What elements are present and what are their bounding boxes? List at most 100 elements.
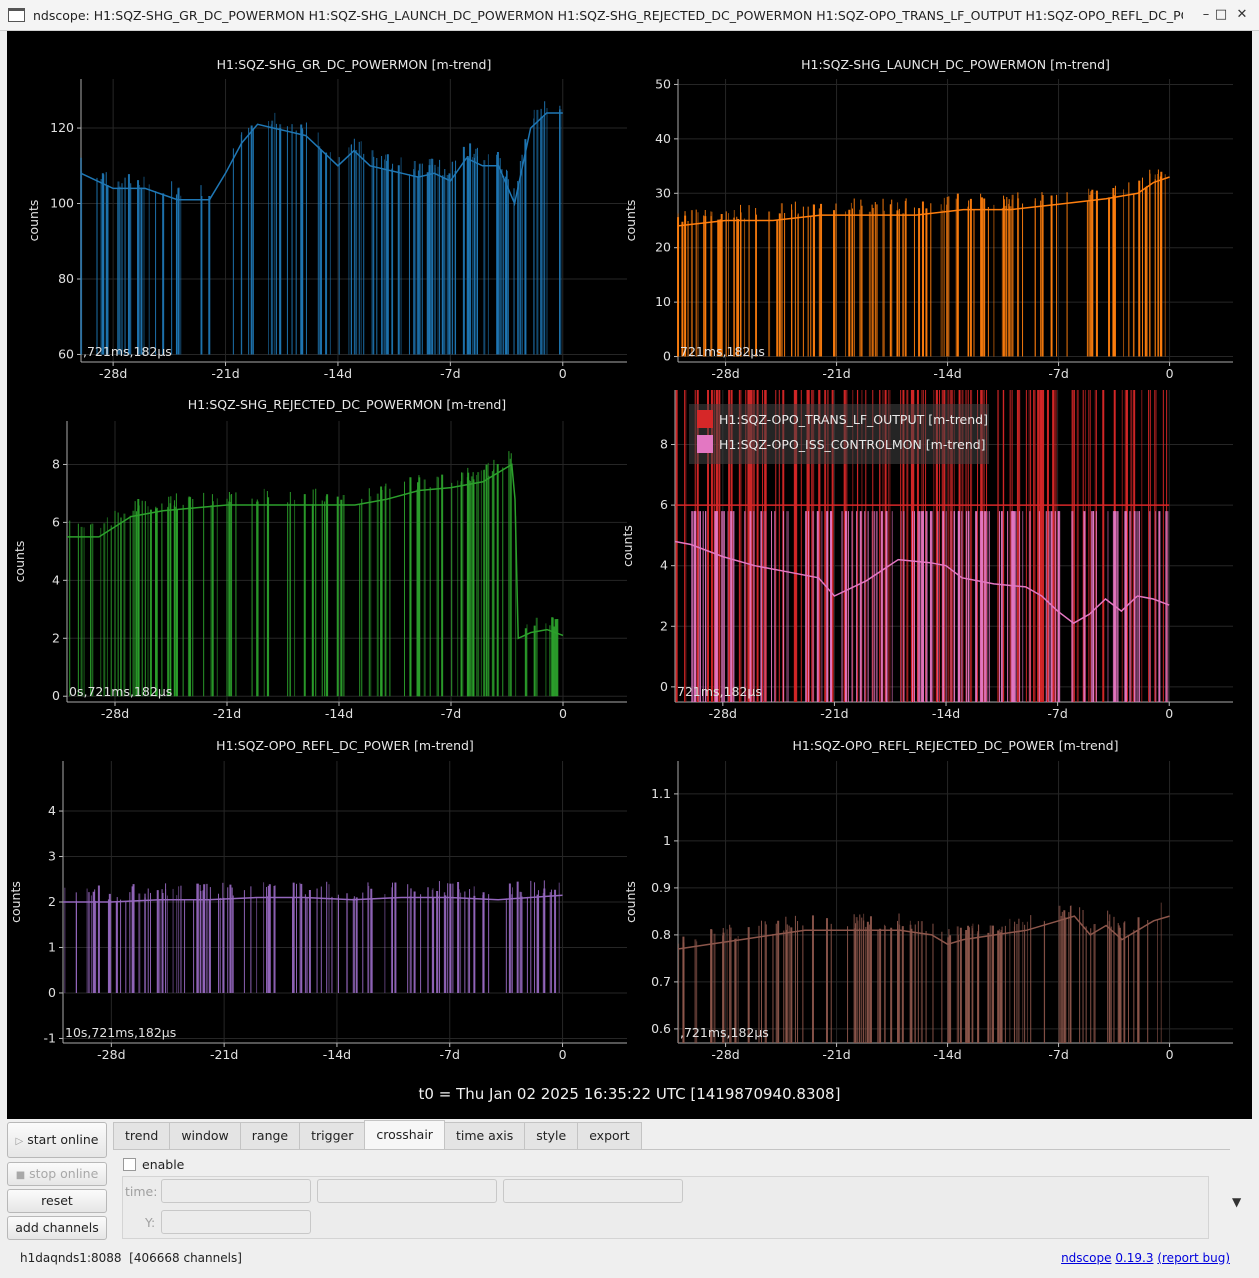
y-tick-label: 8 bbox=[52, 456, 60, 471]
x-tick-label: -7d bbox=[1048, 1047, 1068, 1062]
y-tick-label: 40 bbox=[655, 131, 671, 146]
legend-background bbox=[689, 404, 989, 464]
corner-time-label: ,721ms,182µs bbox=[83, 344, 172, 359]
tab-style[interactable]: style bbox=[524, 1122, 579, 1149]
play-icon: ▷ bbox=[15, 1136, 24, 1147]
y-tick-label: 0.8 bbox=[651, 927, 671, 942]
y-tick-label: -1 bbox=[44, 1030, 56, 1045]
x-tick-label: -28d bbox=[711, 366, 739, 381]
series-0 bbox=[63, 880, 563, 993]
start-online-button[interactable]: ▷ start online bbox=[7, 1122, 107, 1158]
y-tick-label: 2 bbox=[660, 618, 668, 633]
chart-5: H1:SQZ-OPO_REFL_REJECTED_DC_POWER [m-tre… bbox=[623, 738, 1233, 1062]
status-channels: [406668 channels] bbox=[129, 1251, 242, 1265]
time-label: time: bbox=[125, 1184, 158, 1199]
tab-trigger[interactable]: trigger bbox=[299, 1122, 366, 1149]
x-tick-label: -28d bbox=[97, 1047, 125, 1062]
tab-time-axis[interactable]: time axis bbox=[443, 1122, 526, 1149]
trend-line bbox=[67, 463, 564, 640]
series-0 bbox=[677, 169, 1170, 357]
version-link[interactable]: 0.19.3 bbox=[1115, 1251, 1154, 1265]
y-tick-label: 80 bbox=[58, 271, 74, 286]
y-tick-label: 8 bbox=[660, 437, 668, 452]
report-bug-link[interactable]: (report bug) bbox=[1157, 1251, 1230, 1265]
corner-time-label: 721ms,182µs bbox=[680, 344, 765, 359]
y-tick-label: 10 bbox=[655, 294, 671, 309]
y-axis-label: counts bbox=[623, 200, 638, 242]
close-icon[interactable]: ✕ bbox=[1236, 7, 1248, 22]
y-tick-label: 0 bbox=[48, 985, 56, 1000]
app-window-icon bbox=[8, 8, 25, 22]
corner-time-label: ,721ms,182µs bbox=[680, 1025, 769, 1040]
trend-line bbox=[80, 112, 563, 206]
tab-trend[interactable]: trend bbox=[113, 1122, 171, 1149]
x-tick-label: -21d bbox=[822, 366, 850, 381]
x-tick-label: 0 bbox=[1166, 1047, 1174, 1062]
y-tick-label: 4 bbox=[52, 572, 60, 587]
time-offset-field[interactable] bbox=[503, 1179, 683, 1203]
y-tick-label: 4 bbox=[48, 803, 56, 818]
y-axis-label: counts bbox=[620, 525, 635, 567]
enable-checkbox[interactable]: enable bbox=[123, 1157, 184, 1172]
x-tick-label: -14d bbox=[933, 366, 961, 381]
x-tick-label: -14d bbox=[323, 1047, 351, 1062]
ndscope-link[interactable]: ndscope bbox=[1061, 1251, 1112, 1265]
tab-export[interactable]: export bbox=[577, 1122, 642, 1149]
x-tick-label: 0 bbox=[559, 706, 567, 721]
maximize-icon[interactable]: □ bbox=[1214, 7, 1228, 22]
add-channels-button[interactable]: add channels bbox=[7, 1216, 107, 1240]
y-tick-label: 0 bbox=[52, 688, 60, 703]
y-tick-label: 2 bbox=[48, 894, 56, 909]
x-tick-label: -7d bbox=[440, 1047, 460, 1062]
tab-window[interactable]: window bbox=[169, 1122, 241, 1149]
x-tick-label: 0 bbox=[559, 366, 567, 381]
trend-line bbox=[677, 176, 1170, 227]
window-title: ndscope: H1:SQZ-SHG_GR_DC_POWERMON H1:SQ… bbox=[33, 7, 1183, 23]
chart-title: H1:SQZ-SHG_REJECTED_DC_POWERMON [m-trend… bbox=[188, 397, 506, 412]
y-tick-label: 6 bbox=[52, 514, 60, 529]
minimize-icon[interactable]: – bbox=[1202, 7, 1210, 22]
checkbox-box[interactable] bbox=[123, 1158, 136, 1171]
legend-swatch bbox=[697, 410, 713, 428]
tab-crosshair[interactable]: crosshair bbox=[364, 1120, 445, 1149]
chart-title: H1:SQZ-OPO_REFL_REJECTED_DC_POWER [m-tre… bbox=[793, 738, 1119, 753]
time-field[interactable] bbox=[161, 1179, 311, 1203]
chart-2: H1:SQZ-SHG_REJECTED_DC_POWERMON [m-trend… bbox=[12, 397, 627, 721]
stop-online-button[interactable]: ■ stop online bbox=[7, 1162, 107, 1186]
crosshair-panel: enable time: Y: bbox=[113, 1149, 1230, 1245]
y-axis-label: counts bbox=[8, 881, 23, 923]
x-tick-label: -21d bbox=[211, 366, 239, 381]
chevron-down-icon[interactable]: ▼ bbox=[1232, 1195, 1242, 1209]
x-tick-label: 0 bbox=[559, 1047, 567, 1062]
series-0 bbox=[80, 101, 563, 355]
status-links: ndscope 0.19.3 (report bug) bbox=[1061, 1251, 1230, 1265]
y-tick-label: 30 bbox=[655, 185, 671, 200]
reset-button[interactable]: reset bbox=[7, 1189, 107, 1213]
plots-canvas[interactable]: H1:SQZ-SHG_GR_DC_POWERMON [m-trend]-28d -… bbox=[7, 31, 1252, 1119]
x-tick-label: -21d bbox=[213, 706, 241, 721]
status-server: h1daqnds1:8088 [406668 channels] bbox=[20, 1251, 242, 1265]
series-1 bbox=[674, 511, 1170, 702]
y-tick-label: 0.7 bbox=[651, 974, 671, 989]
y-tick-label: 120 bbox=[50, 120, 74, 135]
y-tick-label: 1 bbox=[663, 833, 671, 848]
y-field[interactable] bbox=[161, 1210, 311, 1234]
y-tick-label: 100 bbox=[50, 196, 74, 211]
enable-label: enable bbox=[142, 1157, 185, 1172]
chart-0: H1:SQZ-SHG_GR_DC_POWERMON [m-trend] -28d -… bbox=[26, 57, 627, 381]
time-gps-field[interactable] bbox=[317, 1179, 497, 1203]
crosshair-fields: time: Y: bbox=[122, 1176, 1209, 1239]
chart-title: H1:SQZ-SHG_LAUNCH_DC_POWERMON [m-trend] bbox=[801, 57, 1110, 72]
settings-tabs: trend window range trigger crosshair tim… bbox=[113, 1120, 642, 1150]
chart-title: H1:SQZ-OPO_REFL_DC_POWER [m-trend] bbox=[216, 738, 474, 753]
y-tick-label: 2 bbox=[52, 630, 60, 645]
trend-line bbox=[63, 894, 563, 903]
plot-area[interactable]: H1:SQZ-SHG_GR_DC_POWERMON [m-trend] -28d -… bbox=[7, 31, 1252, 1119]
legend-label: H1:SQZ-OPO_ISS_CONTROLMON [m-trend] bbox=[719, 437, 986, 452]
y-label: Y: bbox=[145, 1215, 156, 1230]
corner-time-label: 10s,721ms,182µs bbox=[65, 1025, 176, 1040]
x-tick-label: -28d bbox=[99, 366, 127, 381]
tab-range[interactable]: range bbox=[239, 1122, 301, 1149]
x-tick-label: -7d bbox=[440, 366, 460, 381]
y-tick-label: 1.1 bbox=[651, 786, 671, 801]
